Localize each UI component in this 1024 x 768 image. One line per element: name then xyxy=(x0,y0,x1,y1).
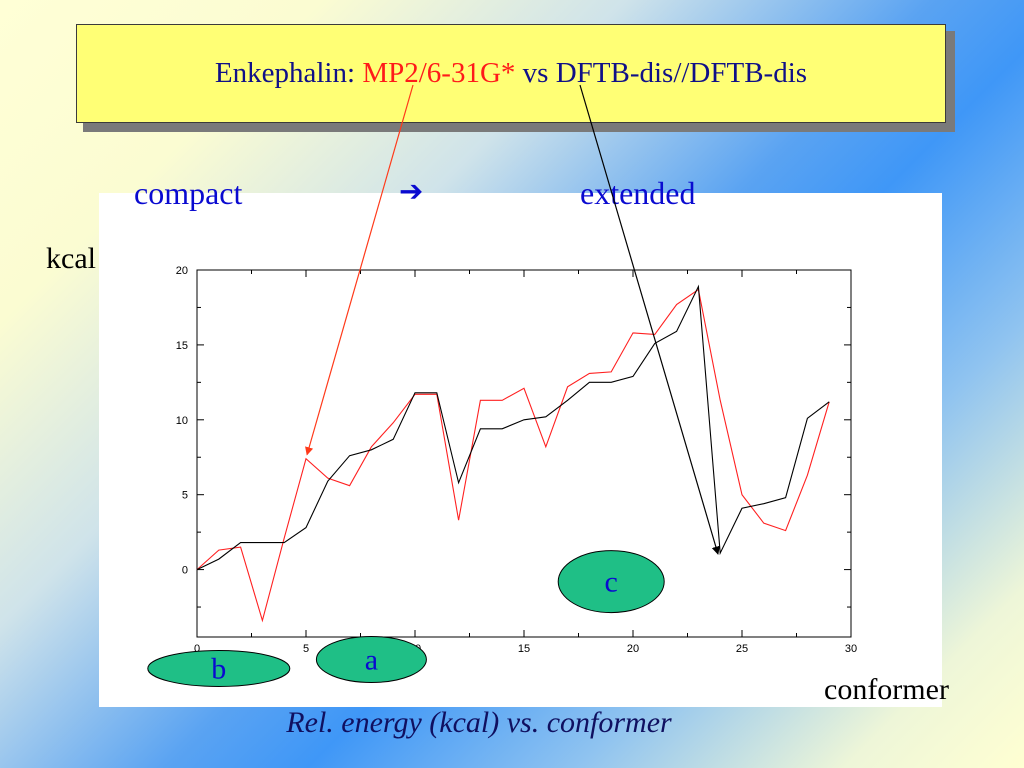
plot-frame xyxy=(196,269,852,638)
annotation-ellipse-b xyxy=(147,649,291,687)
pointer-arrow-mp2 xyxy=(305,84,414,456)
x-tick-label: 30 xyxy=(845,643,857,655)
y-unit-label: kcal xyxy=(46,242,96,275)
slide-caption: Rel. energy (kcal) vs. conformer xyxy=(286,706,672,739)
series-line-dftb xyxy=(196,284,830,571)
title-vs: vs xyxy=(515,57,556,89)
x-tick-label: 0 xyxy=(194,643,200,655)
title-method-dftb: DFTB-dis//DFTB-dis xyxy=(555,57,808,89)
title-prefix: Enkephalin: xyxy=(214,57,363,89)
annotation-ellipse-a xyxy=(315,635,427,683)
annotation-ellipse-c xyxy=(557,550,665,614)
x-tick-label: 25 xyxy=(736,643,748,655)
label-compact: compact xyxy=(134,175,243,211)
annotation-label-b: b xyxy=(211,652,226,685)
label-extended: extended xyxy=(580,175,696,211)
x-tick-label: 15 xyxy=(518,643,530,655)
x-unit-label: conformer xyxy=(824,673,949,706)
title-box: Enkephalin: MP2/6-31G* vs DFTB-dis//DFTB… xyxy=(76,24,946,123)
series-line-mp2 xyxy=(196,288,830,623)
slide-title: Enkephalin: MP2/6-31G* vs DFTB-dis//DFTB… xyxy=(77,57,945,90)
title-method-mp2: MP2/6-31G* xyxy=(362,57,516,89)
annotation-label-a: a xyxy=(365,643,378,676)
x-tick-label: 5 xyxy=(303,643,309,655)
plot-panel xyxy=(99,193,942,707)
y-tick-label: 0 xyxy=(182,565,188,577)
y-tick-label: 15 xyxy=(176,340,188,352)
x-tick-label: 20 xyxy=(627,643,639,655)
y-tick-label: 5 xyxy=(182,490,188,502)
y-tick-label: 20 xyxy=(176,265,188,277)
pointer-arrow-dftb xyxy=(579,84,720,555)
y-tick-label: 10 xyxy=(176,415,188,427)
annotation-label-c: c xyxy=(605,566,618,599)
right-arrow-icon: ➔ xyxy=(399,174,424,208)
